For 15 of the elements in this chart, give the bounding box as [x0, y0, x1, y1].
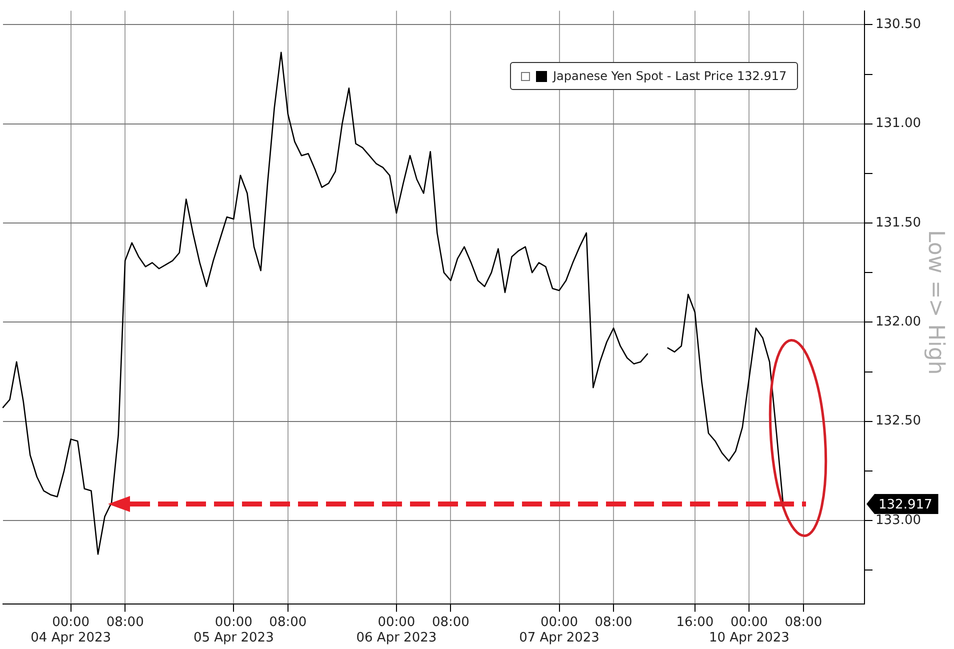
y-tick-label: 132.00 — [876, 314, 922, 330]
y-tick-label: 132.50 — [876, 414, 922, 429]
text: 132.917 — [878, 497, 932, 512]
x-tick-label: 08:00 — [269, 614, 307, 630]
x-tick-label: 08:00 — [432, 614, 470, 630]
x-tick-label: 08:00 — [106, 614, 144, 630]
legend-label: Japanese Yen Spot - Last Price 132.917 — [553, 69, 787, 83]
x-tick-label: 16:00 — [676, 614, 714, 630]
y-tick-label: 133.00 — [876, 512, 922, 528]
x-tick-label: 08:00 — [594, 614, 632, 630]
y-axis-title: Low => High — [923, 230, 948, 375]
x-tick-label: 08:00 — [784, 614, 822, 630]
y-tick-label: 131.50 — [876, 215, 922, 230]
y-tick-label: 131.00 — [876, 116, 922, 132]
y-tick-label: 130.50 — [876, 17, 922, 32]
